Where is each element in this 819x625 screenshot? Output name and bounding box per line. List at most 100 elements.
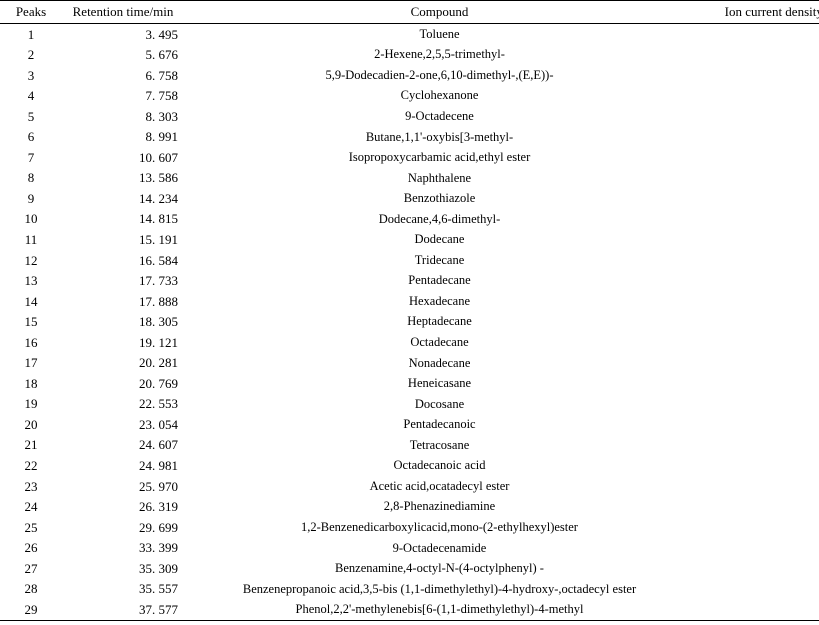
- cell-compound: Octadecane: [184, 332, 695, 353]
- cell-retention: 17. 888: [62, 291, 184, 312]
- table-row: 710. 607Isopropoxycarbamic acid,ethyl es…: [0, 147, 819, 168]
- cell-retention: 22. 553: [62, 394, 184, 415]
- table-row: 914. 234Benzothiazole0. 28: [0, 188, 819, 209]
- cell-retention: 24. 981: [62, 455, 184, 476]
- cell-retention: 25. 970: [62, 476, 184, 497]
- cell-retention: 20. 769: [62, 373, 184, 394]
- cell-ion: 0. 09: [695, 86, 819, 107]
- cell-compound: Toluene: [184, 24, 695, 45]
- cell-ion: 0. 06: [695, 24, 819, 45]
- table-row: 1115. 191Dodecane0. 24: [0, 229, 819, 250]
- table-body: 13. 495Toluene0. 0625. 6762-Hexene,2,5,5…: [0, 24, 819, 621]
- cell-retention: 10. 607: [62, 147, 184, 168]
- cell-compound: Hexadecane: [184, 291, 695, 312]
- cell-peak: 8: [0, 168, 62, 189]
- table-row: 47. 758Cyclohexanone0. 09: [0, 86, 819, 107]
- cell-peak: 9: [0, 188, 62, 209]
- cell-ion: 35. 05: [695, 558, 819, 579]
- cell-ion: 0. 76: [695, 271, 819, 292]
- table-row: 2529. 6991,2-Benzenedicarboxylicacid,mon…: [0, 517, 819, 538]
- table-row: 1619. 121Octadecane0. 47: [0, 332, 819, 353]
- cell-peak: 14: [0, 291, 62, 312]
- cell-compound: 9-Octadecene: [184, 106, 695, 127]
- table-row: 2633. 3999-Octadecenamide2. 95: [0, 538, 819, 559]
- cell-retention: 18. 305: [62, 312, 184, 333]
- cell-peak: 7: [0, 147, 62, 168]
- cell-retention: 35. 557: [62, 579, 184, 600]
- cell-peak: 21: [0, 435, 62, 456]
- table-row: 1417. 888Hexadecane0. 49: [0, 291, 819, 312]
- cell-compound: Tridecane: [184, 250, 695, 271]
- cell-ion: 4. 86: [695, 455, 819, 476]
- cell-compound: Docosane: [184, 394, 695, 415]
- cell-ion: 0. 36: [695, 250, 819, 271]
- cell-compound: Heneicasane: [184, 373, 695, 394]
- cell-retention: 29. 699: [62, 517, 184, 538]
- cell-compound: Butane,1,1'-oxybis[3-methyl-: [184, 127, 695, 148]
- cell-ion: 7. 69: [695, 579, 819, 600]
- cell-peak: 17: [0, 353, 62, 374]
- cell-ion: 0. 40: [695, 476, 819, 497]
- cell-compound: 9-Octadecenamide: [184, 538, 695, 559]
- cell-ion: 2. 73: [695, 599, 819, 620]
- cell-peak: 6: [0, 127, 62, 148]
- table-row: 58. 3039-Octadecene0. 05: [0, 106, 819, 127]
- cell-retention: 16. 584: [62, 250, 184, 271]
- cell-peak: 20: [0, 414, 62, 435]
- cell-retention: 37. 577: [62, 599, 184, 620]
- table-row: 1720. 281Nonadecane1. 61: [0, 353, 819, 374]
- table-row: 1014. 815Dodecane,4,6-dimethyl-0. 33: [0, 209, 819, 230]
- cell-retention: 13. 586: [62, 168, 184, 189]
- cell-peak: 1: [0, 24, 62, 45]
- cell-ion: 0. 04: [695, 45, 819, 66]
- cell-ion: 0. 06: [695, 65, 819, 86]
- cell-retention: 20. 281: [62, 353, 184, 374]
- cell-compound: Heptadecane: [184, 312, 695, 333]
- cell-peak: 2: [0, 45, 62, 66]
- cell-compound: Octadecanoic acid: [184, 455, 695, 476]
- cell-compound: Benzenamine,4-octyl-N-(4-octylphenyl) -: [184, 558, 695, 579]
- cell-peak: 16: [0, 332, 62, 353]
- table-row: 1820. 769Heneicasane1. 77: [0, 373, 819, 394]
- cell-peak: 18: [0, 373, 62, 394]
- table-row: 2835. 557Benzenepropanoic acid,3,5-bis (…: [0, 579, 819, 600]
- cell-ion: 0. 10: [695, 127, 819, 148]
- cell-ion: 0. 49: [695, 291, 819, 312]
- cell-compound: Naphthalene: [184, 168, 695, 189]
- cell-ion: 2. 21: [695, 394, 819, 415]
- cell-peak: 12: [0, 250, 62, 271]
- cell-compound: Benzenepropanoic acid,3,5-bis (1,1-dimet…: [184, 579, 695, 600]
- cell-compound: Benzothiazole: [184, 188, 695, 209]
- cell-compound: Dodecane: [184, 229, 695, 250]
- cell-retention: 8. 303: [62, 106, 184, 127]
- cell-compound: Phenol,2,2'-methylenebis[6-(1,1-dimethyl…: [184, 599, 695, 620]
- compound-table: Peaks Retention time/min Compound Ion cu…: [0, 0, 819, 621]
- table-header: Peaks Retention time/min Compound Ion cu…: [0, 1, 819, 24]
- cell-peak: 29: [0, 599, 62, 620]
- cell-compound: Nonadecane: [184, 353, 695, 374]
- table-row: 25. 6762-Hexene,2,5,5-trimethyl-0. 04: [0, 45, 819, 66]
- cell-compound: 5,9-Dodecadien-2-one,6,10-dimethyl-,(E,E…: [184, 65, 695, 86]
- table-row: 2426. 3192,8-Phenazinediamine2. 24: [0, 497, 819, 518]
- cell-retention: 19. 121: [62, 332, 184, 353]
- cell-compound: Acetic acid,ocatadecyl ester: [184, 476, 695, 497]
- table-row: 2023. 054Pentadecanoic5. 53: [0, 414, 819, 435]
- cell-peak: 13: [0, 271, 62, 292]
- cell-retention: 14. 234: [62, 188, 184, 209]
- cell-peak: 22: [0, 455, 62, 476]
- cell-peak: 28: [0, 579, 62, 600]
- cell-compound: Pentadecanoic: [184, 414, 695, 435]
- table-row: 813. 586Naphthalene0. 16: [0, 168, 819, 189]
- cell-ion: 0. 87: [695, 147, 819, 168]
- table-row: 2937. 577Phenol,2,2'-methylenebis[6-(1,1…: [0, 599, 819, 620]
- table-row: 2224. 981Octadecanoic acid4. 86: [0, 455, 819, 476]
- cell-peak: 24: [0, 497, 62, 518]
- cell-peak: 19: [0, 394, 62, 415]
- cell-retention: 17. 733: [62, 271, 184, 292]
- cell-retention: 7. 758: [62, 86, 184, 107]
- table-row: 68. 991Butane,1,1'-oxybis[3-methyl-0. 10: [0, 127, 819, 148]
- table-row: 1216. 584Tridecane0. 36: [0, 250, 819, 271]
- cell-compound: 2,8-Phenazinediamine: [184, 497, 695, 518]
- table-row: 2735. 309Benzenamine,4-octyl-N-(4-octylp…: [0, 558, 819, 579]
- header-ion: Ion current density/%: [695, 1, 819, 24]
